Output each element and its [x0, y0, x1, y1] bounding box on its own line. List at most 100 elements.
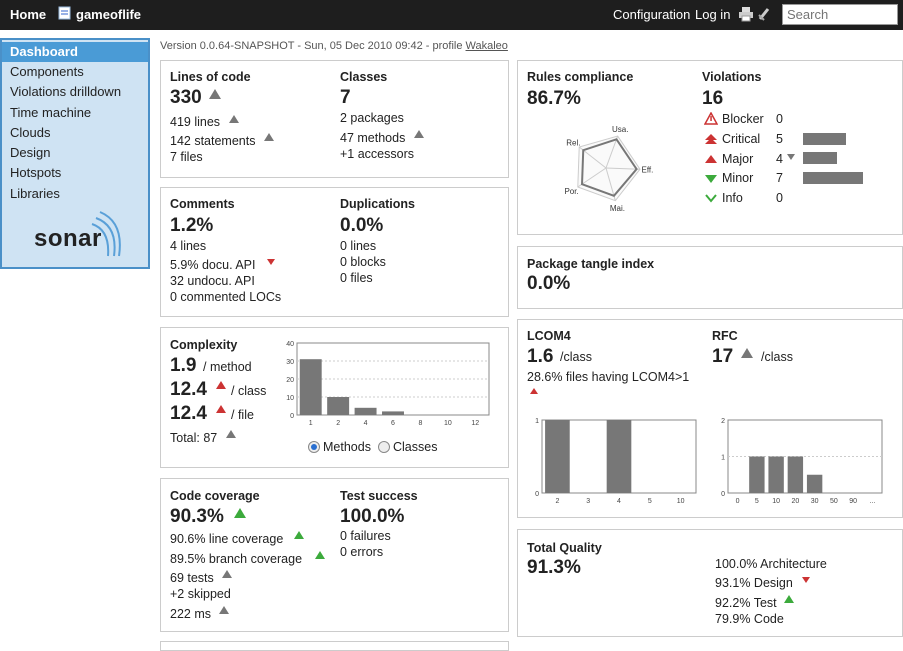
- search-input[interactable]: [782, 4, 898, 25]
- trend-up-icon: [216, 381, 226, 389]
- sidebar-item-design[interactable]: Design: [10, 145, 51, 160]
- loc-files: 7 files: [170, 150, 203, 164]
- chart-y-tick-label: 40: [286, 341, 294, 348]
- chart-y-tick-label: 1: [721, 455, 725, 462]
- classes-accessors: +1 accessors: [340, 147, 414, 161]
- login-link[interactable]: Log in: [695, 7, 731, 22]
- trend-up-icon: [315, 551, 325, 559]
- chart-bar: [545, 420, 570, 493]
- violation-major-label[interactable]: Major: [722, 152, 754, 166]
- violations-value: 16: [702, 88, 724, 109]
- violation-critical-count: 5: [776, 132, 783, 146]
- chart-bar: [749, 456, 765, 493]
- link-icon[interactable]: [757, 6, 771, 22]
- radar-axis-label: Rel.: [566, 138, 580, 147]
- coverage-skipped: +2 skipped: [170, 587, 231, 601]
- complexity-file-label: / file: [231, 408, 254, 422]
- rfc-value: 17: [712, 346, 734, 367]
- rules-radar-chart: Usa. Eff. Mai. Por. Rel.: [564, 125, 654, 213]
- chart-bar: [787, 456, 804, 493]
- coverage-line: 90.6% line coverage: [170, 532, 284, 546]
- chart-x-tick-label: 2: [336, 420, 340, 427]
- trend-up-icon: [294, 531, 304, 539]
- comments-lines: 4 lines: [170, 239, 207, 253]
- home-link[interactable]: Home: [10, 7, 47, 22]
- duplications-blocks: 0 blocks: [340, 255, 386, 269]
- chart-y-tick-label: 1: [535, 418, 539, 425]
- sidebar-item-components[interactable]: Components: [10, 64, 84, 79]
- quality-architecture: 100.0% Architecture: [715, 557, 827, 571]
- coverage-duration: 222 ms: [170, 607, 211, 621]
- trend-down-icon: [267, 259, 275, 265]
- chart-y-tick-label: 30: [286, 359, 294, 366]
- trend-down-icon: [802, 577, 810, 583]
- violation-bar: [803, 132, 846, 145]
- violation-blocker-count: 0: [776, 112, 783, 126]
- sidebar-item-dashboard[interactable]: Dashboard: [2, 42, 148, 62]
- violation-bar: [803, 152, 838, 165]
- chart-bar: [606, 420, 632, 493]
- tests-value: 100.0%: [340, 506, 405, 527]
- chart-x-tick-label: 90: [849, 498, 857, 505]
- loc-statements: 142 statements: [170, 134, 256, 148]
- coverage-value: 90.3%: [170, 506, 224, 527]
- lcom4-files: 28.6% files having LCOM4>1: [527, 370, 690, 384]
- violation-critical-label[interactable]: Critical: [722, 132, 761, 146]
- profile-link[interactable]: Wakaleo: [465, 40, 508, 52]
- chart-x-tick-label: 10: [677, 498, 685, 505]
- trend-up-icon: [414, 130, 424, 138]
- methods-radio[interactable]: [308, 441, 320, 453]
- chart-x-tick-label: 2: [555, 498, 559, 505]
- trend-up-icon: [219, 606, 229, 614]
- tests-title: Test success: [340, 489, 418, 503]
- violation-major-count: 4: [776, 152, 783, 166]
- tangle-widget: Package tangle index 0.0%: [517, 246, 903, 309]
- chart-x-tick-label: 6: [391, 420, 395, 427]
- complexity-widget: Complexity 1.9 / method 12.4 / class 12.…: [160, 327, 509, 468]
- sidebar-item-hotspots[interactable]: Hotspots: [10, 165, 62, 180]
- violation-minor-label[interactable]: Minor: [722, 171, 754, 185]
- sidebar-item-clouds[interactable]: Clouds: [10, 125, 51, 140]
- quality-code: 79.9% Code: [715, 612, 784, 626]
- print-icon[interactable]: [738, 6, 754, 22]
- chart-x-tick-label: 30: [811, 498, 819, 505]
- sidebar-item-violations-drilldown[interactable]: Violations drilldown: [10, 84, 122, 99]
- coverage-widget: Code coverage 90.3% 90.6% line coverage …: [160, 478, 509, 632]
- classes-methods: 47 methods: [340, 131, 406, 145]
- comments-value: 1.2%: [170, 215, 214, 236]
- critical-icon: [705, 134, 717, 144]
- violation-info-label[interactable]: Info: [722, 191, 743, 205]
- violations-bars: [803, 111, 873, 211]
- comments-docu: 5.9% docu. API: [170, 258, 256, 272]
- minor-icon: [705, 175, 717, 183]
- quality-design: 93.1% Design: [715, 576, 793, 590]
- blocker-icon: [704, 112, 718, 125]
- chart-x-tick-label: 4: [364, 420, 368, 427]
- classes-radio-label[interactable]: Classes: [393, 440, 438, 454]
- sidebar-item-time-machine[interactable]: Time machine: [10, 105, 92, 120]
- duplications-files: 0 files: [340, 271, 373, 285]
- radar-axis-label: Eff.: [642, 165, 654, 174]
- top-bar: Home gameoflife Configuration Log in: [0, 0, 903, 30]
- duplications-title: Duplications: [340, 197, 416, 211]
- sonar-logo: sonar: [34, 225, 102, 252]
- classes-radio[interactable]: [378, 441, 390, 453]
- duplications-lines: 0 lines: [340, 239, 377, 253]
- tangle-value: 0.0%: [527, 273, 571, 294]
- rfc-unit: /class: [761, 350, 793, 364]
- classes-title: Classes: [340, 70, 388, 84]
- chart-y-tick-label: 2: [721, 418, 725, 425]
- violation-blocker-label[interactable]: Blocker: [722, 112, 764, 126]
- chart-x-tick-label: 4: [617, 498, 621, 505]
- coverage-branch: 89.5% branch coverage: [170, 552, 303, 566]
- violation-minor-count: 7: [776, 171, 783, 185]
- trend-up-icon: [741, 348, 753, 358]
- chart-bar: [327, 397, 350, 415]
- sidebar-item-libraries[interactable]: Libraries: [10, 186, 60, 201]
- tests-failures: 0 failures: [340, 529, 391, 543]
- project-link[interactable]: gameoflife: [76, 7, 142, 22]
- configuration-link[interactable]: Configuration: [613, 7, 691, 22]
- methods-radio-label[interactable]: Methods: [323, 440, 371, 454]
- info-icon: [705, 194, 717, 203]
- violation-info-count: 0: [776, 191, 783, 205]
